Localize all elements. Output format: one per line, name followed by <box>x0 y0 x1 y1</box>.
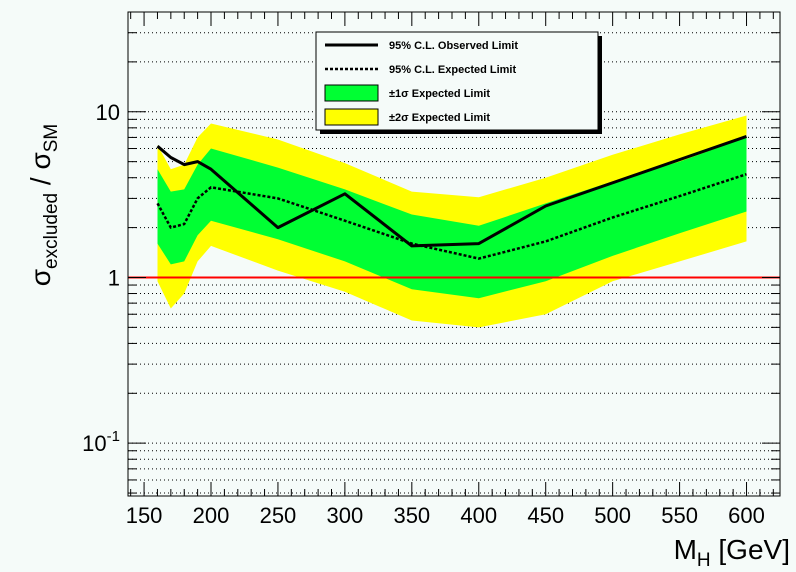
legend-label: ±2σ Expected Limit <box>389 112 490 124</box>
legend-label: ±1σ Expected Limit <box>389 88 490 100</box>
observed-limit-line <box>156 134 747 248</box>
y-tick-label: 10 <box>96 100 120 125</box>
y-axis-title-slash: / σ <box>25 152 56 193</box>
band-1sigma <box>157 137 747 299</box>
x-tick-label: 350 <box>393 503 430 528</box>
x-axis-title: MH [GeV] <box>674 534 790 571</box>
x-axis-title-sub: H <box>697 550 711 571</box>
y-axis-title-main: σ <box>25 269 56 286</box>
plot-frame <box>127 11 781 497</box>
y-tick-label-exp: -1 <box>107 428 120 445</box>
x-tick-label: 250 <box>260 503 297 528</box>
bands <box>157 115 747 328</box>
y-tick-label: 1 <box>108 265 120 290</box>
x-tick-label: 600 <box>728 503 765 528</box>
y-tick-label-base: 1 <box>108 265 120 290</box>
x-axis-title-main: M <box>674 534 697 565</box>
x-tick-label: 150 <box>126 503 163 528</box>
expected-limit-line <box>156 173 747 260</box>
y-tick-label-base: 10 <box>82 431 106 456</box>
x-tick-label: 550 <box>661 503 698 528</box>
legend-label: 95% C.L. Expected Limit <box>389 64 516 76</box>
x-axis-title-unit: [GeV] <box>711 534 790 565</box>
x-tick-label: 200 <box>193 503 230 528</box>
y-axis-title-sub2: SM <box>41 124 62 153</box>
y-tick-label: 10-1 <box>82 428 120 456</box>
plot-border <box>127 11 781 497</box>
y-axis-title: σexcluded / σSM <box>25 124 62 286</box>
y-tick-label-base: 10 <box>96 100 120 125</box>
legend-swatch-box <box>324 108 379 126</box>
x-tick-label: 400 <box>460 503 497 528</box>
x-tick-label: 500 <box>594 503 631 528</box>
x-tick-label: 300 <box>327 503 364 528</box>
x-tick-label: 450 <box>527 503 564 528</box>
ticks <box>128 11 780 496</box>
legend: 95% C.L. Observed Limit 95% C.L. Expected… <box>315 31 602 134</box>
series-lines <box>128 134 780 279</box>
y-axis-title-sub1: excluded <box>41 193 62 269</box>
legend-swatch-box <box>324 84 379 102</box>
legend-label: 95% C.L. Observed Limit <box>389 40 518 52</box>
